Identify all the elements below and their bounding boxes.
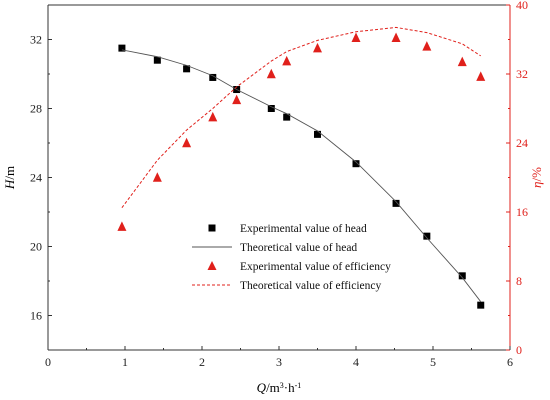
right-tick-label: 24: [516, 136, 528, 150]
right-tick-label: 8: [516, 274, 522, 288]
head-data-point: [423, 232, 431, 240]
right-tick-label: 16: [516, 205, 528, 219]
efficiency-data-point: [182, 137, 192, 148]
chart_data.y_right-label-part: η: [529, 182, 544, 188]
chart_data.x_axis-label-part: -1: [295, 381, 302, 390]
efficiency-data-point: [232, 94, 242, 105]
efficiency-data-point: [313, 42, 322, 53]
bottom-tick-label: 6: [507, 355, 513, 369]
legend-triangle-icon: [207, 261, 217, 270]
bottom-tick-label: 2: [199, 355, 205, 369]
head-data-point: [477, 301, 485, 309]
right-tick-label: 32: [516, 67, 528, 81]
plot-frame: [47, 4, 511, 351]
right-axis-ticks: 0 8 16 24 32 40: [506, 0, 528, 357]
x-axis-label: Q/m3·h-1: [257, 380, 302, 395]
legend: Experimental value of head Theoretical va…: [192, 223, 391, 292]
left-tick-label: 24: [30, 171, 42, 185]
bottom-tick-label: 3: [276, 355, 282, 369]
series-3: [121, 26, 482, 208]
efficiency-data-point: [457, 56, 467, 67]
left-y-axis-label: H/m: [2, 166, 17, 190]
head-data-point: [392, 199, 400, 207]
series-layer: [117, 26, 486, 309]
series-0: [118, 44, 485, 309]
chart_data.x_axis-label-part: /m: [266, 380, 280, 395]
efficiency-data-point: [266, 68, 276, 79]
left-axis-ticks: 16 20 24 28 32: [30, 4, 52, 351]
left-tick-label: 20: [30, 240, 42, 254]
efficiency-data-point: [208, 111, 218, 122]
bottom-tick-label: 0: [45, 355, 51, 369]
legend-label: Experimental value of efficiency: [240, 261, 391, 273]
legend-label: Theoretical value of efficiency: [240, 280, 381, 292]
head-data-point: [267, 105, 275, 112]
efficiency-data-point: [422, 41, 432, 51]
efficiency-data-point: [351, 32, 361, 43]
bottom-axis-ticks: 0 1 2 3 4 5 6: [45, 346, 513, 369]
bottom-tick-label: 4: [353, 355, 359, 369]
chart_data.y_right-label-part: /%: [529, 167, 544, 182]
bottom-tick-label: 1: [122, 355, 128, 369]
legend-label: Theoretical value of head: [240, 242, 357, 254]
efficiency-data-point: [476, 71, 486, 81]
head-data-point: [209, 73, 217, 81]
efficiency-data-point: [117, 221, 127, 231]
left-tick-label: 32: [30, 33, 42, 47]
efficiency-data-point: [391, 32, 401, 43]
right-y-axis-label: η/%: [529, 167, 544, 188]
bottom-tick-label: 5: [430, 355, 436, 369]
legend-label: Experimental value of head: [240, 223, 367, 235]
legend-square-icon: [208, 224, 216, 232]
series-1: [121, 49, 482, 302]
left-tick-label: 28: [30, 102, 42, 116]
head-data-point: [183, 65, 191, 73]
efficiency-data-point: [152, 172, 162, 182]
chart_data.y_left-label-part: H: [2, 179, 17, 190]
efficiency-data-point: [282, 55, 292, 66]
chart_data.x_axis-label-part: ·h: [284, 380, 295, 395]
head-theory-line: [121, 49, 482, 302]
chart_data.y_left-label-part: /m: [2, 166, 17, 180]
efficiency-theory-line: [121, 26, 482, 208]
head-data-point: [283, 113, 291, 121]
right-tick-label: 40: [516, 0, 528, 12]
head-data-point: [458, 272, 466, 280]
head-data-point: [118, 44, 126, 52]
series-2: [117, 32, 486, 231]
head-data-point: [314, 130, 321, 138]
right-tick-label: 0: [516, 343, 522, 357]
left-tick-label: 16: [30, 309, 42, 323]
head-data-point: [153, 56, 161, 64]
chart_data.x_axis-label-part: 3: [280, 381, 284, 390]
chart_data.x_axis-label-part: Q: [257, 380, 267, 395]
head-data-point: [352, 160, 360, 168]
